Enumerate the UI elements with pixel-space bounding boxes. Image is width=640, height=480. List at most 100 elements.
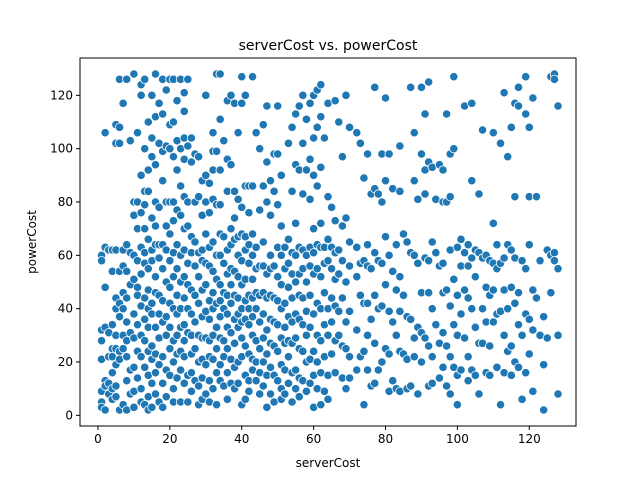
data-point-767: [445, 192, 455, 202]
data-point-710: [402, 237, 412, 247]
data-point-612: [326, 317, 337, 327]
data-point-163: [158, 264, 168, 274]
data-point-701: [395, 141, 405, 151]
data-point-707: [398, 229, 409, 239]
data-point-115: [143, 234, 153, 244]
x-tick-label-1: 20: [162, 432, 177, 446]
data-point-14: [100, 405, 110, 415]
data-point-867: [524, 240, 534, 250]
plot-frame: [79, 57, 577, 427]
data-point-648: [352, 365, 362, 375]
data-point-645: [352, 242, 362, 252]
data-point-499: [280, 322, 290, 332]
data-point-545: [298, 346, 308, 356]
data-point-224: [179, 88, 189, 98]
data-point-547: [301, 114, 312, 124]
data-point-861: [521, 109, 531, 119]
data-point-337: [219, 136, 229, 146]
data-point-798: [467, 304, 477, 314]
data-point-199: [168, 357, 179, 367]
data-point-323: [211, 368, 222, 378]
data-point-796: [467, 176, 477, 186]
data-point-656: [359, 346, 369, 356]
data-point-683: [380, 93, 391, 103]
data-point-792: [463, 293, 473, 303]
data-point-440: [255, 344, 265, 354]
y-tick-label-0: 0: [65, 408, 73, 422]
data-point-362: [226, 298, 236, 308]
data-point-444: [258, 181, 268, 191]
data-point-272: [194, 381, 204, 391]
data-point-39: [114, 122, 125, 132]
data-point-694: [388, 266, 398, 276]
data-point-183: [165, 229, 175, 239]
x-tick-label-0: 0: [94, 432, 102, 446]
data-point-79: [129, 402, 139, 412]
data-point-142: [150, 272, 161, 282]
data-point-838: [503, 152, 513, 162]
data-point-328: [215, 200, 225, 210]
data-point-314: [208, 384, 218, 394]
data-point-324: [211, 400, 222, 410]
data-point-57: [122, 266, 132, 276]
data-point-147: [150, 389, 161, 399]
data-point-361: [226, 280, 236, 290]
data-point-592: [316, 400, 326, 410]
data-point-325: [215, 69, 225, 79]
data-point-548: [301, 165, 312, 175]
data-point-373: [229, 338, 240, 348]
x-tick-label-4: 80: [378, 432, 393, 446]
data-point-880: [539, 405, 549, 415]
data-point-873: [528, 386, 538, 396]
data-point-8: [100, 128, 110, 138]
data-point-688: [384, 149, 394, 159]
data-point-585: [316, 162, 326, 172]
data-point-581: [312, 357, 322, 367]
data-point-416: [244, 386, 254, 396]
data-point-443: [258, 120, 268, 130]
data-point-110: [140, 362, 150, 372]
data-point-878: [539, 312, 549, 322]
data-point-445: [258, 237, 268, 247]
data-point-825: [492, 240, 502, 250]
data-point-367: [229, 186, 240, 196]
data-point-161: [158, 176, 168, 186]
data-point-232: [179, 293, 189, 303]
data-point-781: [452, 400, 462, 410]
data-point-132: [147, 341, 157, 351]
data-point-193: [168, 197, 179, 207]
data-point-824: [488, 317, 498, 327]
data-point-732: [420, 109, 430, 119]
data-point-266: [194, 192, 204, 202]
data-point-175: [161, 312, 171, 322]
data-point-47: [118, 98, 128, 108]
data-point-97: [136, 352, 146, 362]
data-point-615: [330, 216, 340, 226]
data-point-690: [384, 306, 394, 316]
data-point-100: [140, 74, 150, 84]
data-point-785: [456, 365, 466, 375]
data-point-684: [380, 176, 391, 186]
data-point-557: [305, 194, 315, 204]
data-point-720: [409, 250, 419, 260]
y-tick-label-5: 100: [50, 142, 73, 156]
data-point-200: [168, 384, 179, 394]
data-point-406: [240, 394, 250, 404]
data-point-1: [96, 256, 107, 266]
data-point-127: [147, 213, 157, 223]
data-point-718: [409, 128, 419, 138]
data-point-262: [190, 317, 200, 327]
y-tick-label-3: 60: [58, 248, 73, 262]
data-point-625: [334, 330, 344, 340]
data-point-202: [172, 96, 182, 106]
data-point-308: [208, 237, 218, 247]
data-point-852: [513, 82, 524, 92]
data-point-583: [316, 80, 326, 90]
data-point-671: [370, 290, 380, 300]
data-point-887: [549, 74, 560, 84]
data-point-623: [334, 269, 344, 279]
data-point-478: [273, 101, 283, 111]
data-point-59: [122, 317, 132, 327]
data-point-586: [316, 218, 326, 228]
data-point-330: [215, 250, 225, 260]
